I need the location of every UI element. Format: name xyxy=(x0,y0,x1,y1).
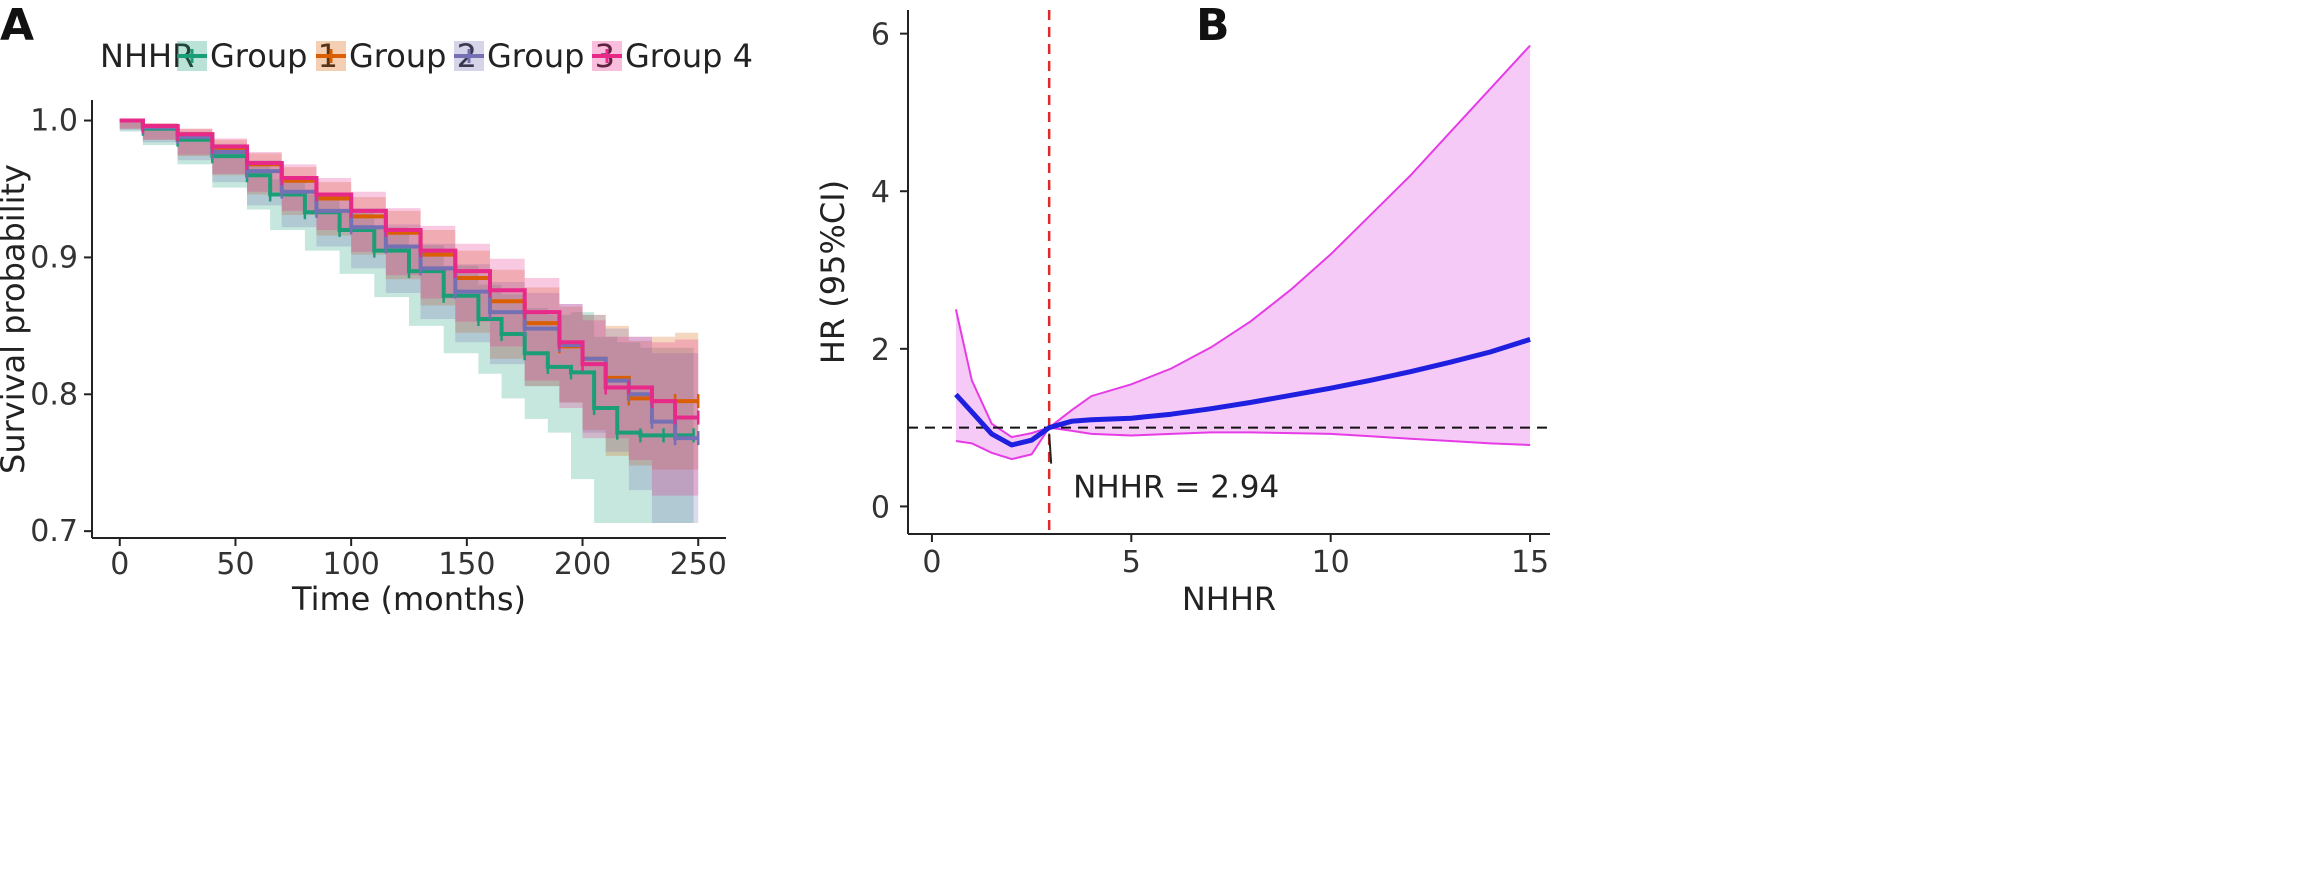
hr-ci-lower-line xyxy=(955,426,1531,461)
annotation-pointer xyxy=(1048,433,1053,464)
hr-y-tick-label: 6 xyxy=(871,18,890,53)
km-x-axis-title: Time (months) xyxy=(291,580,526,618)
hr-axes: 0 5 10 15 0 2 4 6 xyxy=(871,10,1550,580)
km-ci-bands xyxy=(119,120,699,523)
hr-x-tick-label: 10 xyxy=(1312,545,1350,580)
km-y-tick-label: 0.9 xyxy=(30,240,78,275)
km-curve-3 xyxy=(119,118,699,441)
hr-curve xyxy=(954,337,1531,464)
hr-x-axis-title: NHHR xyxy=(1182,580,1276,618)
km-curve-1 xyxy=(119,118,694,438)
km-x-tick-label: 50 xyxy=(216,547,254,582)
km-x-tick-label: 0 xyxy=(110,547,129,582)
km-legend: NHHR Group 1 Group 2 Group 3 Group 4 xyxy=(100,37,753,75)
km-curves xyxy=(119,118,700,446)
km-y-tick-label: 0.7 xyxy=(30,514,78,549)
panel-b-label: B xyxy=(1196,0,1230,51)
km-ci-band-1 xyxy=(119,120,694,523)
km-y-tick-label: 0.8 xyxy=(30,377,78,412)
hr-y-tick-label: 0 xyxy=(871,490,890,525)
km-ci-band-3 xyxy=(119,120,699,523)
hr-y-tick-label: 2 xyxy=(871,333,890,368)
km-x-tick-label: 150 xyxy=(438,547,495,582)
cutoff-annotation: NHHR = 2.94 xyxy=(1073,470,1279,506)
km-ci-band-4 xyxy=(119,120,699,496)
legend-label-group-4: Group 4 xyxy=(625,37,753,75)
km-y-axis-title: Survival probability xyxy=(0,164,32,474)
hr-ci-band-fill xyxy=(955,45,1531,460)
hr-reference-lines xyxy=(908,10,1550,534)
km-x-tick-label: 250 xyxy=(670,547,727,582)
hr-x-tick-label: 15 xyxy=(1511,545,1549,580)
hr-x-tick-label: 0 xyxy=(922,545,941,580)
hr-curve-line xyxy=(954,337,1531,448)
hr-ci-band xyxy=(954,44,1531,461)
km-y-tick-label: 1.0 xyxy=(30,104,78,139)
km-x-tick-label: 100 xyxy=(323,547,380,582)
panel-b: B 0 5 10 15 0 2 4 6 NHHR = 2.94 NHHR HR (95%CI) xyxy=(814,0,1550,618)
panel-a-label: A xyxy=(0,0,34,51)
hr-y-tick-label: 4 xyxy=(871,175,890,210)
km-ci-band-2 xyxy=(119,120,699,470)
hr-y-axis-title: HR (95%CI) xyxy=(814,180,852,364)
panel-a: A NHHR Group 1 Group 2 Group 3 Group 4 0 50 10… xyxy=(0,0,753,618)
hr-ci-upper-line xyxy=(954,44,1531,439)
km-x-tick-label: 200 xyxy=(554,547,611,582)
hr-x-tick-label: 5 xyxy=(1122,545,1141,580)
km-axes: 0 50 100 150 200 250 0.7 0.8 0.9 1.0 xyxy=(30,100,727,582)
